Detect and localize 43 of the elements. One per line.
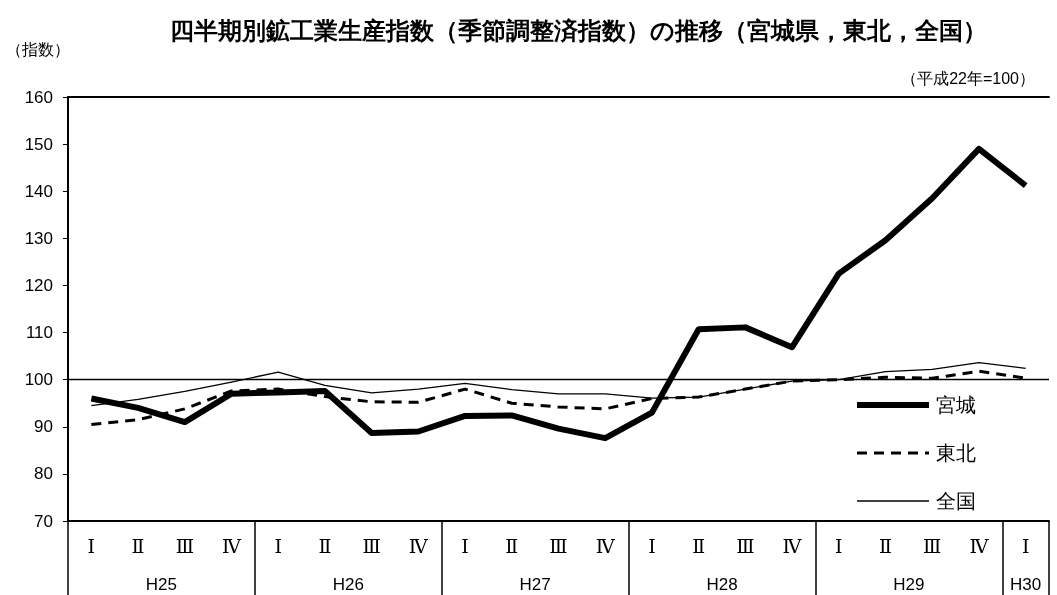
- legend-label: 全国: [936, 490, 976, 512]
- y-tick-label: 90: [34, 417, 53, 437]
- x-tick-label: Ⅰ: [1021, 534, 1030, 557]
- x-tick-label: Ⅱ: [505, 534, 519, 557]
- x-tick-label: Ⅰ: [274, 534, 282, 557]
- x-tick-label: Ⅲ: [923, 534, 942, 557]
- y-axis-title: （指数）: [6, 40, 70, 58]
- x-tick-label: Ⅳ: [408, 534, 429, 557]
- x-tick-label: Ⅰ: [87, 534, 96, 557]
- x-tick-label: Ⅰ: [648, 534, 656, 557]
- y-tick-label: 150: [24, 134, 53, 154]
- x-tick-label: Ⅱ: [692, 534, 706, 557]
- x-tick-label: Ⅰ: [461, 534, 469, 557]
- y-tick-label: 120: [24, 275, 53, 295]
- x-tick-label: Ⅳ: [595, 534, 616, 557]
- y-tick-label: 140: [24, 181, 53, 201]
- text: H28: [706, 574, 738, 594]
- y-tick-label: 70: [34, 511, 53, 531]
- x-tick-label: Ⅲ: [362, 534, 381, 557]
- chart-title: 四半期別鉱工業生産指数（季節調整済指数）の推移（宮城県，東北，全国）: [169, 16, 987, 44]
- y-tick-label: 130: [24, 228, 53, 248]
- x-tick-label: Ⅳ: [969, 534, 990, 557]
- x-tick-label: Ⅱ: [131, 534, 145, 557]
- x-tick-label: Ⅰ: [835, 534, 843, 557]
- text: H26: [332, 574, 364, 594]
- text: H30: [1010, 574, 1042, 594]
- x-tick-label: Ⅳ: [222, 534, 243, 557]
- x-tick-label: Ⅲ: [549, 534, 568, 557]
- text: H27: [519, 574, 551, 594]
- chart-subtitle: （平成22年=100）: [901, 69, 1036, 87]
- legend-label: 宮城: [936, 394, 976, 416]
- y-tick-label: 110: [25, 323, 53, 343]
- x-tick-label: Ⅲ: [175, 534, 194, 557]
- x-tick-label: Ⅱ: [318, 534, 332, 557]
- y-tick-label: 80: [34, 464, 53, 484]
- y-tick-label: 160: [24, 87, 53, 107]
- legend-label: 東北: [936, 442, 976, 464]
- text: H25: [145, 574, 178, 594]
- x-tick-label: Ⅱ: [879, 534, 892, 557]
- x-tick-label: Ⅲ: [736, 534, 755, 557]
- x-tick-label: Ⅳ: [782, 534, 803, 557]
- text: H29: [893, 574, 925, 594]
- y-tick-label: 100: [24, 370, 53, 390]
